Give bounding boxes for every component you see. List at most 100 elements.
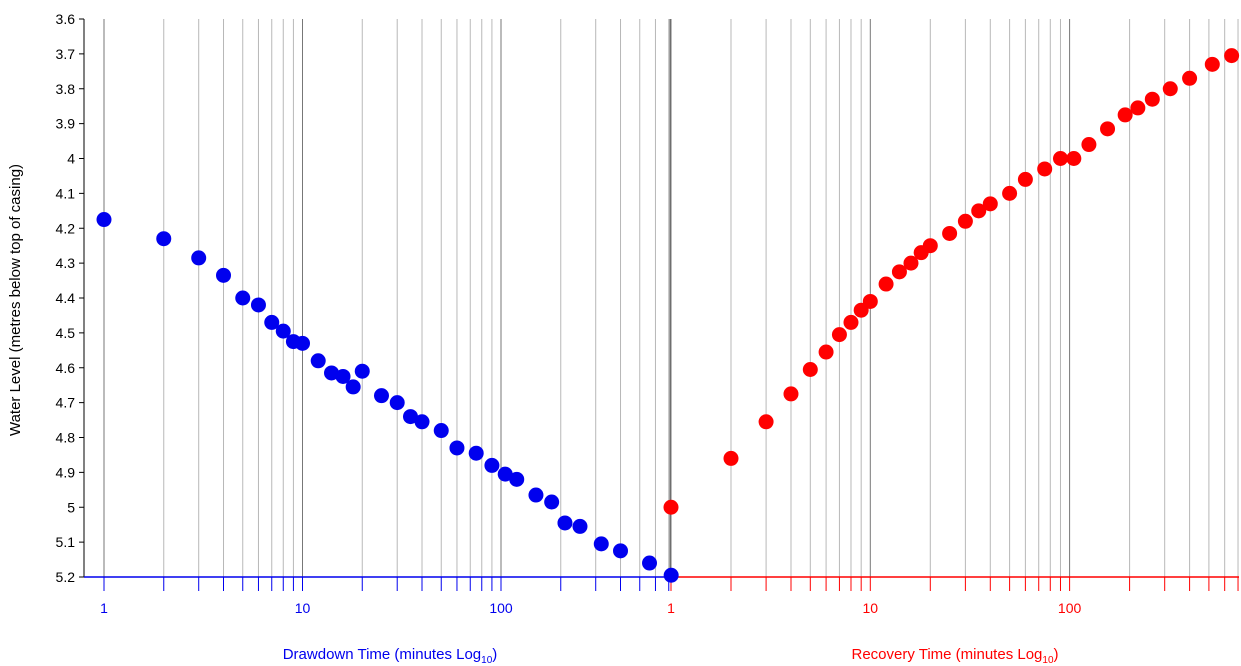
y-tick-label: 5.2 [56, 569, 76, 585]
drawdown-data-point [593, 536, 609, 552]
drawdown-data-point [345, 379, 361, 395]
x-tick-labels: 1 10 100 1 10 100 [100, 600, 1081, 616]
recovery-x-tick-label: 1 [667, 600, 675, 616]
drawdown-data-point [275, 323, 291, 339]
recovery-data-point [1130, 100, 1146, 116]
recovery-data-point [1066, 151, 1082, 166]
recovery-data-point [663, 499, 679, 515]
axes [79, 18, 1239, 591]
drawdown-data-point [295, 335, 310, 351]
drawdown-data-point [96, 212, 112, 228]
recovery-data-point [831, 327, 847, 343]
recovery-data-point [971, 203, 987, 219]
drawdown-x-tick-label: 10 [295, 600, 311, 616]
drawdown-x-axis-label-end: ) [492, 646, 497, 663]
y-tick-label: 3.7 [56, 46, 76, 62]
drawdown-data-point [373, 388, 389, 404]
drawdown-data-point [642, 555, 658, 571]
drawdown-data-point [310, 353, 326, 369]
drawdown-data-point [468, 445, 484, 461]
drawdown-data-point [354, 363, 370, 379]
recovery-data-point [1081, 137, 1097, 153]
y-tick-label: 3.8 [56, 81, 76, 97]
y-tick-label: 4.3 [56, 255, 76, 271]
y-tick-label: 3.6 [56, 11, 76, 27]
y-tick-label: 4.7 [56, 395, 76, 411]
y-tick-label: 3.9 [56, 116, 76, 132]
recovery-data-point [758, 414, 774, 430]
drawdown-x-tick-label: 1 [100, 600, 108, 616]
recovery-data-point [903, 255, 919, 271]
recovery-data-point [818, 344, 834, 360]
y-tick-label: 4.1 [56, 185, 76, 201]
recovery-data-point [1144, 91, 1160, 107]
recovery-x-axis-label-end: ) [1054, 646, 1059, 663]
drawdown-data-point [528, 487, 544, 503]
drawdown-data-point [433, 423, 449, 439]
y-tick-label: 4.6 [56, 360, 76, 376]
y-tick-label: 4.8 [56, 430, 76, 446]
drawdown-data-point [335, 368, 351, 384]
recovery-x-axis-label: Recovery Time (minutes Log10) [851, 646, 1058, 666]
y-tick-labels: 3.6 3.7 3.8 3.9 4 4.1 4.2 4.3 4.4 4.5 4.6 4.7 4.8 4.9… [56, 11, 76, 585]
drawdown-data-point [324, 365, 340, 381]
y-tick-label: 4.9 [56, 464, 76, 480]
drawdown-data-point [402, 409, 418, 425]
drawdown-data-point [389, 395, 405, 411]
recovery-data-point [1100, 121, 1116, 137]
drawdown-data-point [557, 515, 573, 531]
recovery-data-point [862, 293, 878, 309]
recovery-data-point [802, 361, 818, 377]
drawdown-data-point [156, 231, 172, 247]
recovery-data-point [1224, 48, 1240, 64]
drawdown-data-point [572, 518, 588, 534]
recovery-data-point [1117, 107, 1133, 123]
drawdown-x-tick-label: 100 [489, 600, 513, 616]
y-tick-label: 5.1 [56, 534, 76, 550]
recovery-data-point [891, 264, 907, 280]
drawdown-data-point [509, 471, 525, 487]
recovery-data-point [723, 450, 739, 466]
recovery-data-point [1204, 56, 1220, 72]
recovery-data-point [942, 225, 958, 241]
y-tick-label: 5 [67, 499, 75, 515]
data-points [96, 48, 1240, 583]
recovery-data-point [878, 276, 894, 292]
recovery-data-point [843, 314, 859, 330]
y-tick-label: 4.4 [56, 290, 76, 306]
drawdown-data-point [663, 567, 679, 583]
recovery-data-point [783, 386, 799, 402]
recovery-x-axis-label-main: Recovery Time (minutes Log [851, 646, 1042, 663]
drawdown-data-point [497, 466, 513, 482]
drawdown-data-point [484, 457, 500, 473]
y-tick-label: 4.5 [56, 325, 76, 341]
recovery-x-tick-label: 10 [863, 600, 879, 616]
drawdown-data-point [216, 267, 232, 283]
drawdown-data-point [250, 297, 266, 313]
recovery-x-axis-label-subscript: 10 [1042, 655, 1054, 666]
drawdown-x-axis-label: Drawdown Time (minutes Log10) [283, 646, 498, 666]
y-tick-label: 4 [67, 151, 75, 167]
recovery-data-point [922, 238, 938, 254]
recovery-data-point [957, 213, 973, 229]
recovery-data-point [1052, 151, 1068, 166]
drawdown-x-axis-label-main: Drawdown Time (minutes Log [283, 646, 481, 663]
drawdown-data-point [613, 543, 629, 559]
recovery-data-point [1017, 171, 1033, 187]
y-axis-label: Water Level (metres below top of casing) [7, 164, 24, 436]
recovery-data-point [982, 196, 998, 212]
drawdown-data-point [544, 494, 560, 510]
drawdown-data-point [191, 250, 207, 266]
recovery-data-point [1002, 185, 1018, 201]
drawdown-data-point [264, 314, 280, 330]
recovery-data-point [1182, 70, 1198, 86]
drawdown-x-axis-label-subscript: 10 [481, 655, 493, 666]
drawdown-data-point [414, 414, 430, 430]
y-tick-label: 4.2 [56, 220, 76, 236]
recovery-x-tick-label: 100 [1058, 600, 1082, 616]
drawdown-data-point [449, 440, 465, 456]
recovery-data-point [1162, 81, 1178, 97]
grid-lines [103, 19, 1239, 577]
recovery-data-point [1037, 161, 1053, 177]
